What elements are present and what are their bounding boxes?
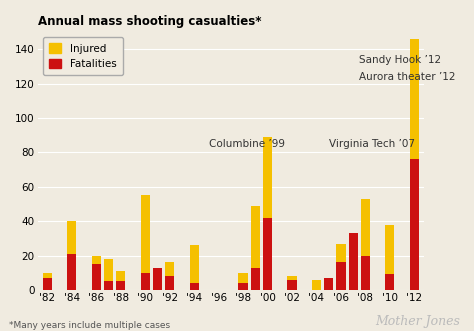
Text: Aurora theater ’12: Aurora theater ’12 [359, 72, 456, 82]
Text: Mother Jones: Mother Jones [375, 315, 460, 328]
Bar [104, 281, 113, 290]
Bar [324, 278, 333, 290]
Bar [190, 283, 199, 290]
Bar [385, 225, 394, 274]
Bar [67, 254, 76, 290]
Bar [141, 195, 150, 273]
Bar [312, 280, 321, 290]
Bar [361, 199, 370, 256]
Bar [337, 244, 346, 262]
Bar [141, 273, 150, 290]
Bar [43, 273, 52, 278]
Text: Columbine ’99: Columbine ’99 [209, 139, 285, 149]
Bar [337, 262, 346, 290]
Text: *Many years include multiple cases: *Many years include multiple cases [9, 321, 171, 330]
Bar [263, 137, 272, 218]
Text: Virginia Tech ’07: Virginia Tech ’07 [328, 139, 415, 149]
Bar [116, 281, 125, 290]
Bar [251, 206, 260, 268]
Bar [385, 274, 394, 290]
Text: Annual mass shooting casualties*: Annual mass shooting casualties* [37, 15, 261, 28]
Bar [238, 273, 247, 283]
Bar [104, 259, 113, 281]
Bar [410, 39, 419, 159]
Bar [348, 233, 358, 290]
Bar [263, 218, 272, 290]
Text: Sandy Hook ’12: Sandy Hook ’12 [359, 55, 441, 65]
Bar [287, 280, 297, 290]
Bar [287, 276, 297, 280]
Bar [190, 245, 199, 283]
Bar [91, 264, 101, 290]
Bar [251, 268, 260, 290]
Bar [67, 221, 76, 254]
Bar [410, 159, 419, 290]
Bar [153, 268, 162, 290]
Bar [238, 283, 247, 290]
Bar [165, 262, 174, 276]
Legend: Injured, Fatalities: Injured, Fatalities [43, 37, 123, 75]
Bar [43, 278, 52, 290]
Bar [91, 256, 101, 264]
Bar [165, 276, 174, 290]
Bar [361, 256, 370, 290]
Bar [116, 271, 125, 281]
